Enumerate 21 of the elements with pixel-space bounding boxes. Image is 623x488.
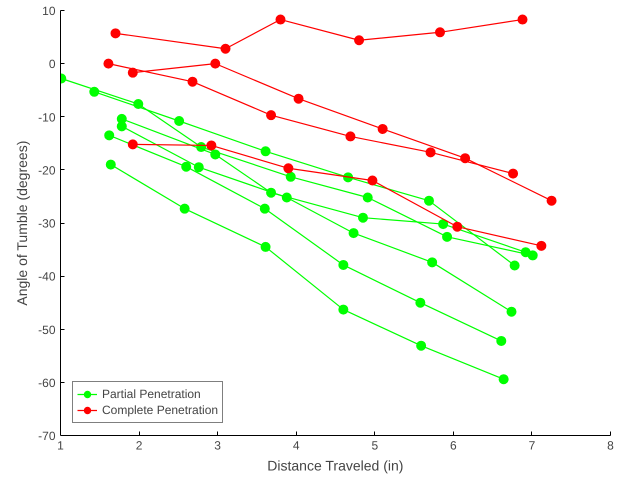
x-tick-label: 4 <box>292 438 300 452</box>
y-tick-label: -40 <box>38 270 56 284</box>
legend-label: Complete Penetration <box>102 402 218 418</box>
x-tick-label: 3 <box>214 438 222 452</box>
y-tick-label: -20 <box>38 163 56 178</box>
x-tick-label: 1 <box>57 438 64 452</box>
x-tick-label: 8 <box>607 438 614 452</box>
legend-label: Partial Penetration <box>102 386 201 402</box>
y-tick-label: 10 <box>42 4 56 18</box>
y-tick-label: -70 <box>38 429 56 443</box>
x-tick-label: 2 <box>136 438 143 452</box>
x-axis-title: Distance Traveled (in) <box>267 458 404 474</box>
y-tick-label: -30 <box>38 216 56 230</box>
x-tick-label: 6 <box>450 438 458 452</box>
y-axis-title: Angle of Tumble (degrees) <box>14 140 30 306</box>
y-tick-label: 0 <box>48 57 56 72</box>
y-tick-label: -60 <box>38 376 56 390</box>
x-tick-label: 7 <box>528 438 536 452</box>
x-tick-label: 5 <box>371 438 378 452</box>
y-tick-label: -50 <box>38 322 56 337</box>
y-tick-label: -10 <box>38 110 56 124</box>
